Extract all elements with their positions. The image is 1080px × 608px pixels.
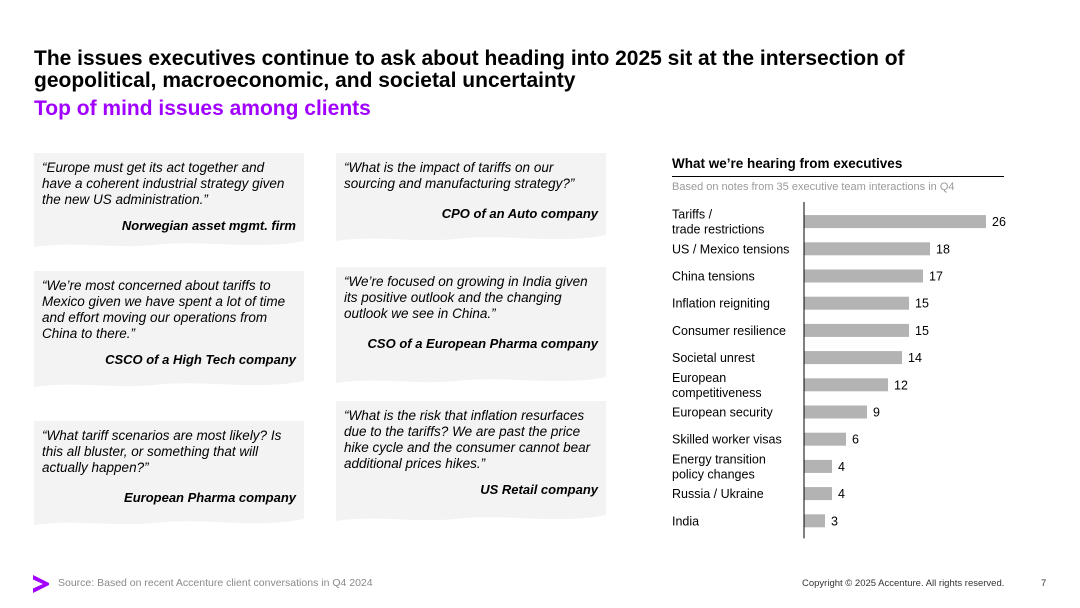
category-label: European security (672, 406, 774, 420)
accenture-logo-icon (33, 575, 49, 593)
quote-text: “Europe must get its act together and ha… (42, 160, 285, 207)
chart-title: What we’re hearing from executives (672, 156, 903, 171)
value-label: 17 (929, 270, 943, 284)
value-label: 18 (936, 242, 950, 256)
category-label: Consumer resilience (672, 324, 786, 338)
bar (804, 215, 986, 229)
torn-edge (336, 511, 606, 521)
quote-text: “What is the impact of tariffs on our so… (344, 160, 575, 191)
bar (804, 487, 832, 501)
bar (804, 351, 902, 365)
category-label: Energy transition policy changes (672, 452, 766, 481)
quote-card-4: “We’re focused on growing in India given… (336, 267, 606, 383)
quote-card-5: “What tariff scenarios are most likely? … (34, 421, 304, 525)
value-label: 9 (873, 406, 880, 420)
quote-text: “What tariff scenarios are most likely? … (42, 428, 282, 475)
bar (804, 269, 923, 283)
value-label: 4 (838, 487, 845, 501)
value-label: 15 (915, 324, 929, 338)
torn-edge (336, 373, 606, 383)
category-label: European competitiveness (672, 371, 762, 400)
quote-source: Norwegian asset mgmt. firm (121, 218, 296, 233)
torn-edge (34, 377, 304, 387)
value-label: 6 (852, 433, 859, 447)
page-subtitle: Top of mind issues among clients (34, 97, 371, 120)
torn-edge (34, 515, 304, 525)
bar (804, 378, 888, 392)
bar (804, 514, 825, 528)
value-label: 3 (831, 514, 838, 528)
page-number: 7 (1041, 578, 1047, 589)
bar (804, 323, 909, 337)
quote-source: CSO of a European Pharma company (367, 336, 598, 351)
footer-copyright: Copyright © 2025 Accenture. All rights r… (802, 578, 1005, 589)
quote-card-6: “What is the risk that inflation resurfa… (336, 401, 606, 521)
category-label: China tensions (672, 270, 755, 284)
torn-edge (336, 231, 606, 241)
category-label: Societal unrest (672, 351, 755, 365)
category-label: Tariffs / trade restrictions (672, 208, 764, 237)
quote-card-1: “Europe must get its act together and ha… (34, 153, 304, 247)
page-title: The issues executives continue to ask ab… (34, 47, 905, 92)
chart-note: Based on notes from 35 executive team in… (672, 181, 955, 193)
value-label: 12 (894, 378, 908, 392)
value-label: 15 (915, 297, 929, 311)
bar-chart: Tariffs / trade restrictions 26 US / Mexico… (672, 202, 1006, 539)
value-label: 14 (908, 351, 922, 365)
bar (804, 405, 867, 419)
bar (804, 432, 846, 446)
quote-source: European Pharma company (124, 490, 296, 505)
category-label: US / Mexico tensions (672, 242, 789, 256)
value-label: 26 (992, 215, 1006, 229)
bar (804, 242, 930, 256)
quote-text: “We’re focused on growing in India given… (344, 274, 588, 321)
value-label: 4 (838, 460, 845, 474)
category-label: Inflation reigniting (672, 297, 770, 311)
chart-title-rule (672, 176, 1004, 177)
bar (804, 459, 832, 473)
torn-edge (34, 237, 304, 247)
quote-source: CSCO of a High Tech company (105, 352, 296, 367)
category-label: Russia / Ukraine (672, 487, 764, 501)
quote-text: “What is the risk that inflation resurfa… (344, 408, 591, 471)
quote-source: US Retail company (480, 482, 598, 497)
bar (804, 296, 909, 310)
category-label: Skilled worker visas (672, 433, 782, 447)
quote-card-3: “We’re most concerned about tariffs to M… (34, 271, 304, 387)
quote-card-2: “What is the impact of tariffs on our so… (336, 153, 606, 241)
quote-text: “We’re most concerned about tariffs to M… (42, 278, 286, 341)
category-label: India (672, 514, 699, 528)
quote-source: CPO of an Auto company (441, 206, 598, 221)
footer-source: Source: Based on recent Accenture client… (58, 577, 373, 589)
